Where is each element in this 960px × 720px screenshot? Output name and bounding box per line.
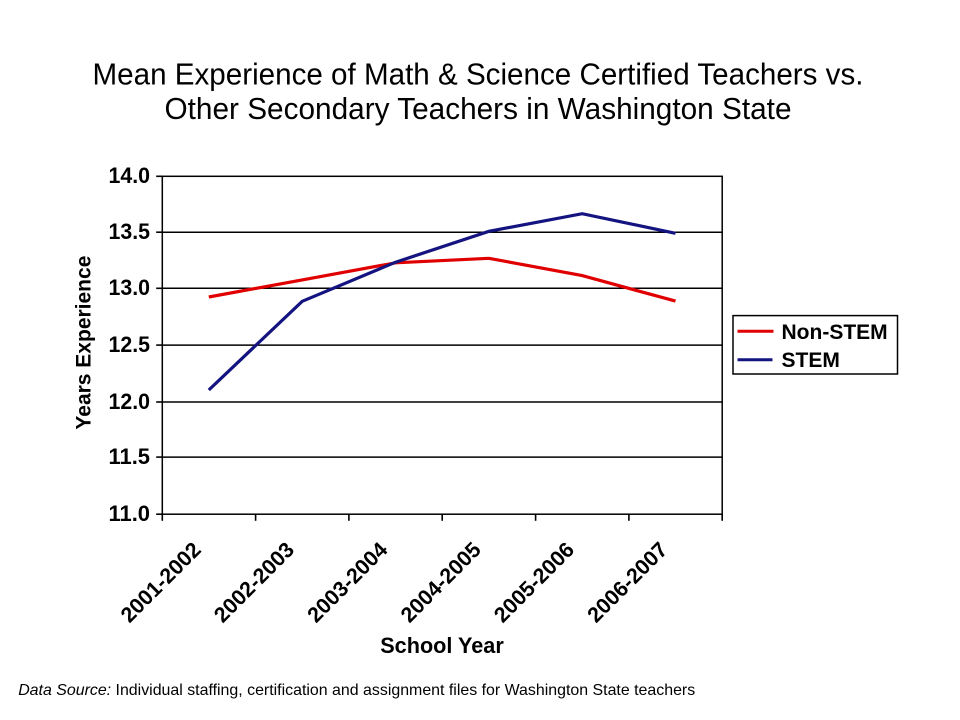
svg-text:13.5: 13.5 [109,219,151,244]
svg-text:14.0: 14.0 [109,163,151,188]
svg-text:Mean Experience of Math & Scie: Mean Experience of Math & Science Certif… [93,57,864,92]
svg-text:STEM: STEM [782,349,840,372]
svg-text:Non-STEM: Non-STEM [782,321,888,344]
svg-text:12.5: 12.5 [109,332,151,357]
svg-text:Other Secondary Teachers in Wa: Other Secondary Teachers in Washington S… [165,91,792,126]
svg-text:11.5: 11.5 [109,444,151,469]
svg-text:11.0: 11.0 [109,501,151,526]
svg-text:12.0: 12.0 [109,389,151,414]
svg-text:Years Experience: Years Experience [72,256,95,430]
svg-text:13.0: 13.0 [109,275,151,300]
svg-text:School Year: School Year [380,633,504,658]
svg-text:Data Source: Individual staffi: Data Source: Individual staffing, certif… [18,682,695,699]
